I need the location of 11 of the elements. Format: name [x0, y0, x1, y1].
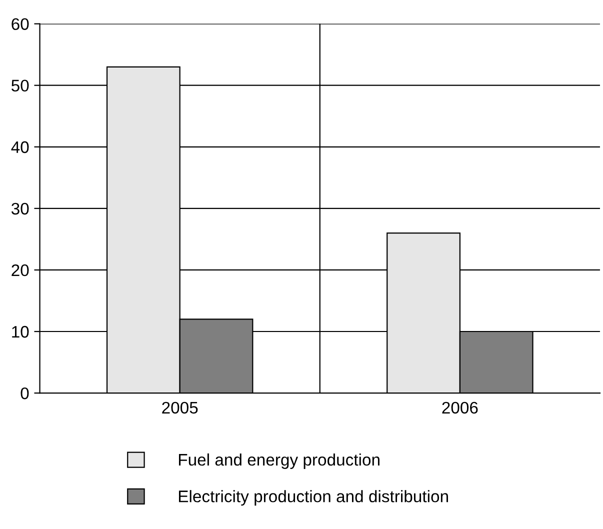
- y-tick-label: 60: [12, 18, 29, 30]
- y-tick-label: 20: [12, 264, 29, 276]
- y-tick-label: 50: [12, 80, 29, 92]
- x-tick-label: 2005: [162, 402, 198, 414]
- y-tick-label: 10: [12, 326, 29, 338]
- x-tick-label: 2006: [442, 402, 478, 414]
- legend-label: Electricity production and distribution: [178, 490, 448, 506]
- y-tick-label: 0: [20, 387, 29, 400]
- y-tick-label: 40: [11, 141, 29, 154]
- legend-label: Fuel and energy production: [178, 453, 380, 469]
- y-tick-label: 30: [11, 202, 29, 215]
